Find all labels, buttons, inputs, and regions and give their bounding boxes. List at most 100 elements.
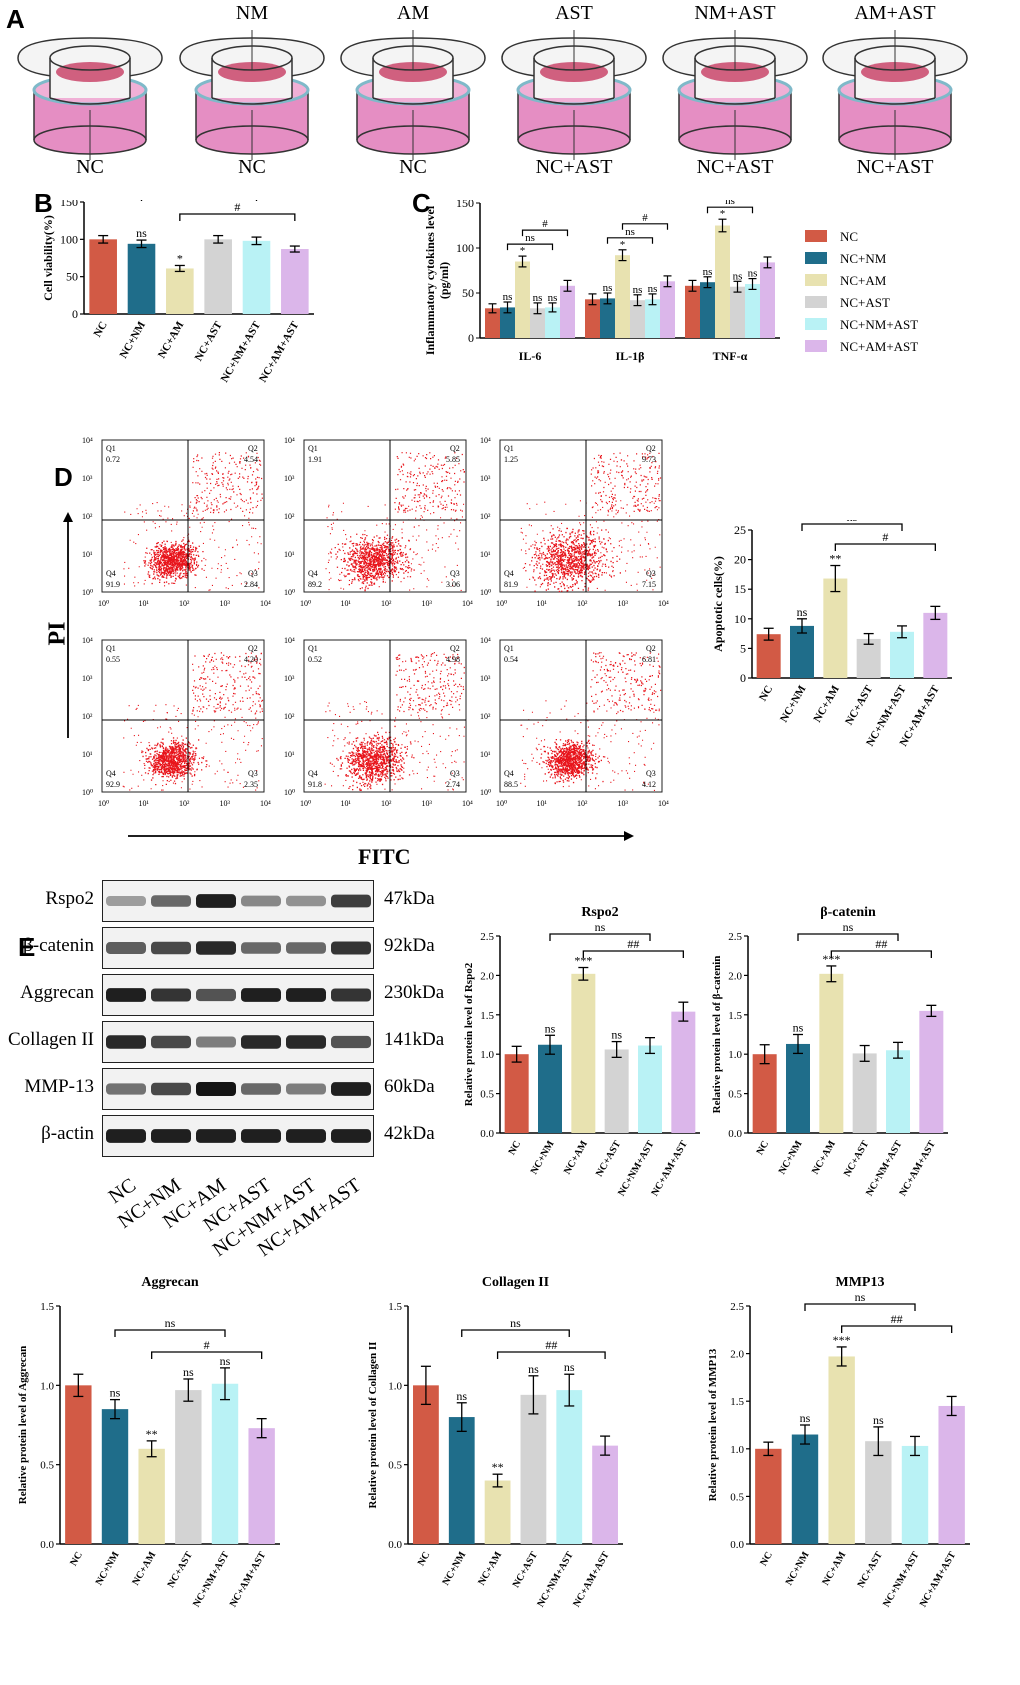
bar-nc-nm xyxy=(101,1409,129,1544)
blot-band xyxy=(286,1129,326,1143)
x-tick-label: IL-6 xyxy=(519,349,542,363)
bar-nc-nm xyxy=(790,625,814,678)
y-axis-label: Relative protein level of β-catenin xyxy=(711,956,723,1114)
y-tick-label: 10⁴ xyxy=(284,636,295,645)
bar-nc-am xyxy=(823,578,848,678)
x-tick-label: NC+AST xyxy=(842,1139,871,1179)
quadrant-q3-label: Q3 xyxy=(646,769,656,778)
bar-nc-am xyxy=(138,1448,165,1544)
blot-band xyxy=(196,988,236,1002)
blot-bands xyxy=(106,988,371,1002)
quadrant-q4-label: Q4 xyxy=(308,569,318,578)
bar-tnf-α-nc-nm xyxy=(700,282,715,338)
bracket-label: ns xyxy=(525,232,535,244)
blot-bands xyxy=(106,941,371,955)
bar-nc-nm xyxy=(538,1044,562,1133)
insert-medium xyxy=(218,62,286,82)
x-tick-label: NC+NM xyxy=(784,1550,812,1588)
x-tick-label: 10⁰ xyxy=(496,599,507,608)
x-tick-label: 10¹ xyxy=(341,599,352,608)
y-tick-label: 0.5 xyxy=(388,1460,402,1472)
quadrant-q3-value: 2.84 xyxy=(244,580,258,589)
quadrant-q2-value: 6.81 xyxy=(642,655,656,664)
x-tick-label: NC+NM xyxy=(117,319,148,361)
quadrant-q1-value: 0.54 xyxy=(504,655,518,664)
chart-mmp13: 0.0 0.5 1.0 1.5 2.0 2.5 Relative protein level… xyxy=(707,1275,970,1609)
x-tick-label: NC+AM xyxy=(811,683,842,725)
bar-nc xyxy=(504,1054,529,1133)
bar-nc-am xyxy=(819,973,844,1133)
x-tick-label: NC+NM+AST xyxy=(219,319,264,385)
significance-mark: ns xyxy=(136,226,147,240)
blot-band xyxy=(286,895,326,907)
y-tick-label: 0.0 xyxy=(730,1539,744,1551)
x-tick-label: NC+AM+AST xyxy=(257,319,302,385)
x-tick-label: 10² xyxy=(381,599,392,608)
quadrant-q2-label: Q2 xyxy=(646,444,656,453)
significance-mark: ns xyxy=(528,1362,539,1376)
significance-mark: ns xyxy=(797,605,808,619)
quadrant-q4-label: Q4 xyxy=(308,769,318,778)
chart-title: MMP13 xyxy=(836,1275,885,1290)
bracket-label: ns xyxy=(625,226,635,238)
significance-mark: ** xyxy=(492,1460,504,1474)
x-tick-label: 10¹ xyxy=(537,799,548,808)
x-tick-label: NC+AST xyxy=(594,1139,623,1179)
blot-row-kda: 230kDa xyxy=(384,982,445,1003)
bracket-label: ns xyxy=(510,1316,521,1330)
transwell-well-4 xyxy=(501,30,647,160)
blot-band xyxy=(196,894,236,908)
bar-il-6-nc-nm-ast xyxy=(545,307,560,338)
bar-nc-am-ast xyxy=(938,1405,965,1544)
x-tick-label: 10⁴ xyxy=(462,799,473,808)
insert-medium xyxy=(379,62,447,82)
blot-band xyxy=(286,942,326,954)
quadrant-q4-value: 91.9 xyxy=(106,580,120,589)
y-tick-label: 1.0 xyxy=(728,1049,742,1061)
blot-band xyxy=(106,1083,146,1095)
chart-title: Aggrecan xyxy=(141,1275,198,1290)
blot-row-label: Rspo2 xyxy=(45,888,94,909)
y-tick-label: 2.5 xyxy=(730,1301,744,1313)
y-tick-label: 1.5 xyxy=(388,1301,402,1313)
blot-band xyxy=(106,895,146,907)
y-tick-label: 10¹ xyxy=(284,750,295,759)
blot-bands xyxy=(106,1082,371,1096)
y-tick-label: 10² xyxy=(480,512,491,521)
bracket-label: # xyxy=(542,218,548,230)
x-tick-label: 10⁴ xyxy=(260,599,271,608)
blot-band xyxy=(151,1129,191,1143)
x-tick-label: 10¹ xyxy=(139,799,150,808)
insert-rim xyxy=(49,45,131,71)
x-tick-label: 10⁰ xyxy=(300,599,311,608)
y-tick-label: 2.0 xyxy=(480,970,494,982)
blot-strip xyxy=(102,880,374,922)
bracket-label: ns xyxy=(725,200,735,207)
flow-plot-3: Q1 1.25 Q2 9.73 Q4 81.9 Q3 7.15 10⁰ 10⁰ 10¹ 10¹ 10² 1… xyxy=(480,436,669,608)
y-axis-label: Relative protein level of MMP13 xyxy=(707,1348,719,1501)
y-tick-label: 10³ xyxy=(82,674,93,683)
x-tick-label: NC+AST xyxy=(843,683,876,727)
quadrant-q1-value: 0.72 xyxy=(106,455,120,464)
y-tick-label: 2.5 xyxy=(728,931,742,943)
y-tick-label: 10¹ xyxy=(480,550,491,559)
significance-mark: ns xyxy=(873,1413,884,1427)
bar-nc-nm-ast xyxy=(901,1445,929,1544)
quadrant-q2-value: 9.73 xyxy=(642,455,656,464)
quadrant-q2-value: 5.85 xyxy=(446,455,460,464)
plot-frame xyxy=(101,439,265,593)
bar-nc-nm xyxy=(786,1043,810,1133)
blot-row-label: β-catenin xyxy=(23,935,94,956)
quadrant-q2-label: Q2 xyxy=(248,444,258,453)
well-top-label: AST xyxy=(555,2,593,24)
x-tick-label: NC+NM+AST xyxy=(535,1550,576,1609)
x-tick-label: NC xyxy=(507,1139,524,1157)
blot-band xyxy=(106,988,146,1002)
y-tick-label: 10¹ xyxy=(82,550,93,559)
legend-label: NC+NM+AST xyxy=(840,317,918,332)
comparison-bracket xyxy=(521,229,569,237)
well-bottom-label: NC+AST xyxy=(696,156,774,178)
significance-mark: ns xyxy=(183,1365,194,1379)
bracket-label: ## xyxy=(627,937,639,951)
bar-nc-nm xyxy=(791,1434,819,1544)
